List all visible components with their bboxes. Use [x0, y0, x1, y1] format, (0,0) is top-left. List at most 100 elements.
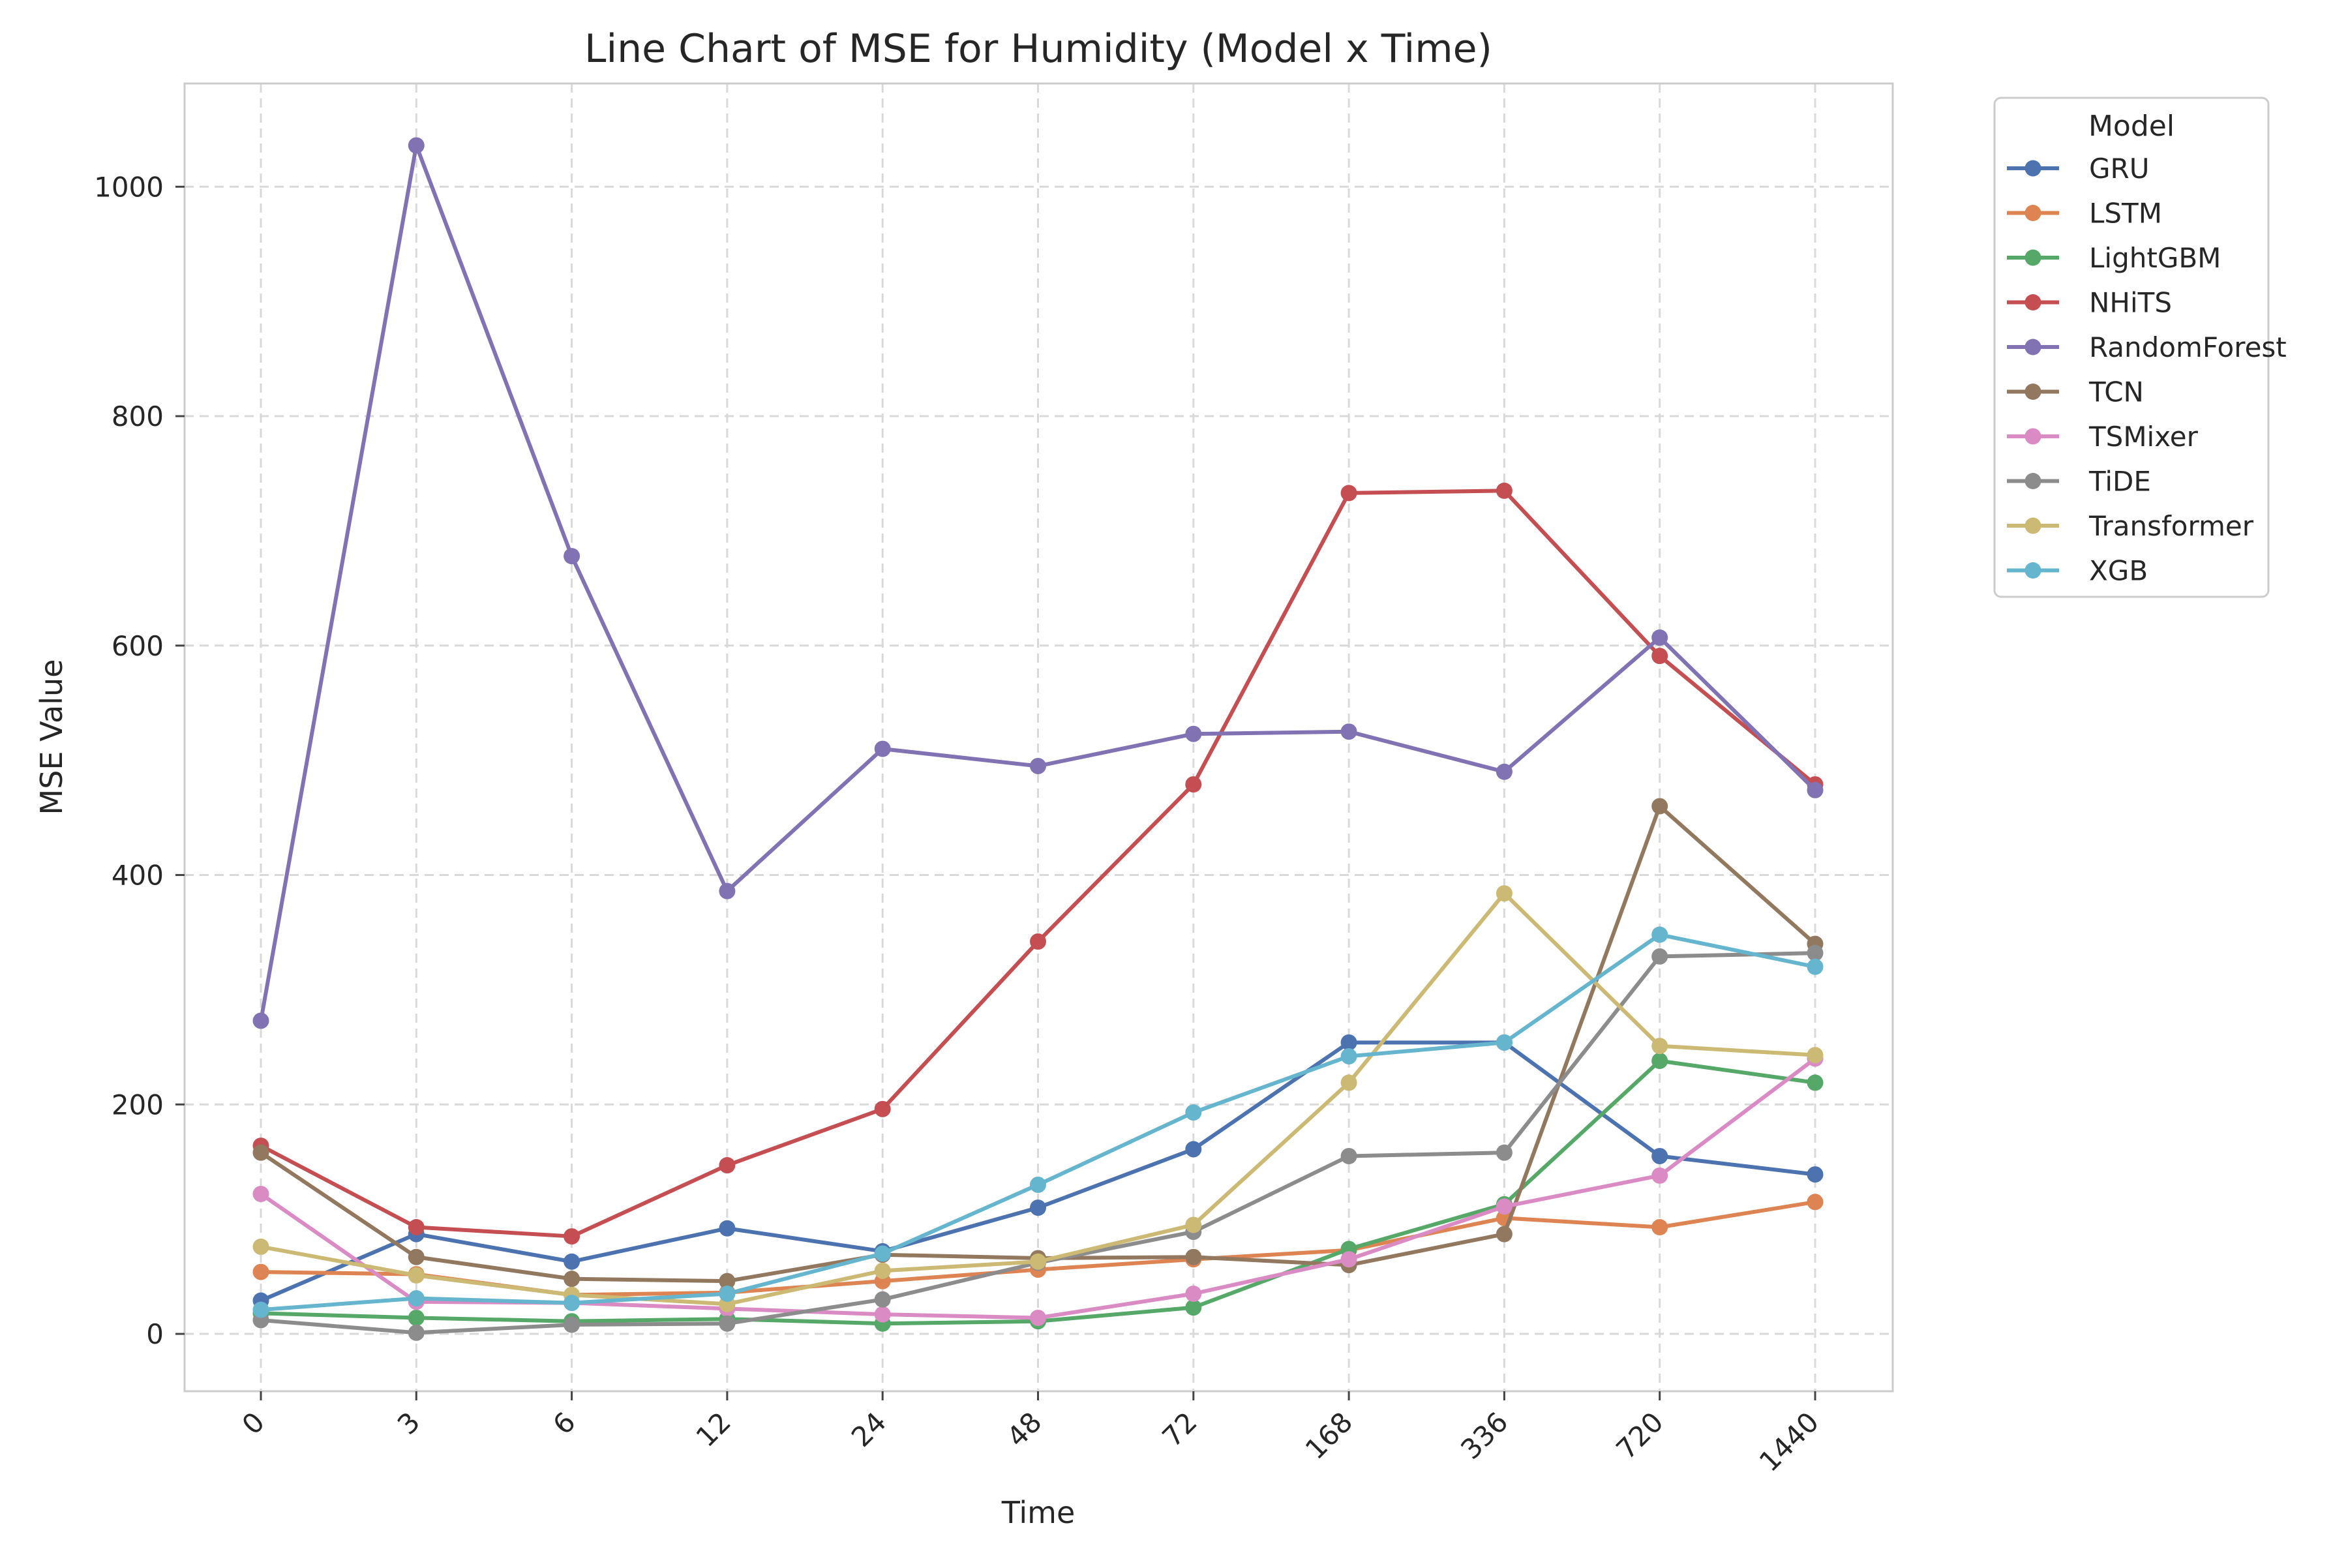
data-point-randomforest	[252, 1012, 269, 1029]
data-point-randomforest	[564, 548, 580, 565]
series-xgb	[252, 926, 1824, 1318]
data-point-randomforest	[1185, 725, 1202, 742]
legend-marker	[2024, 205, 2041, 221]
data-point-transformer	[1030, 1253, 1046, 1270]
data-point-xgb	[1651, 926, 1668, 943]
data-point-tide	[408, 1324, 425, 1341]
data-point-tcn	[1651, 798, 1668, 815]
data-point-xgb	[874, 1245, 891, 1262]
legend-label: XGB	[2089, 555, 2148, 587]
data-point-lstm	[1651, 1218, 1668, 1235]
data-point-lightgbm	[1651, 1052, 1668, 1069]
legend-item-lightgbm: LightGBM	[2007, 242, 2221, 274]
data-point-transformer	[1651, 1038, 1668, 1055]
data-point-randomforest	[408, 137, 425, 154]
data-point-transformer	[1185, 1216, 1202, 1233]
data-point-lightgbm	[408, 1309, 425, 1326]
y-tick-label: 400	[112, 860, 164, 892]
data-point-tsmixer	[1340, 1251, 1357, 1268]
series-randomforest	[252, 137, 1824, 1029]
data-point-tide	[1807, 944, 1824, 961]
data-point-xgb	[252, 1301, 269, 1318]
data-point-gru	[1340, 1034, 1357, 1051]
legend-label: RandomForest	[2089, 331, 2287, 363]
series-nhits	[252, 482, 1824, 1245]
data-point-lstm	[252, 1263, 269, 1280]
data-point-xgb	[1185, 1104, 1202, 1121]
data-point-nhits	[1185, 776, 1202, 793]
legend-marker	[2024, 384, 2041, 400]
data-point-randomforest	[719, 882, 736, 899]
data-point-tide	[564, 1316, 580, 1333]
legend-item-transformer: Transformer	[2007, 510, 2254, 542]
data-point-xgb	[1496, 1034, 1513, 1051]
y-axis-label: MSE Value	[34, 659, 69, 815]
data-point-tsmixer	[1185, 1286, 1202, 1303]
legend-label: NHiTS	[2089, 287, 2172, 319]
legend-label: LSTM	[2089, 198, 2162, 230]
legend: Model GRU LSTM LightGBM NHiTS RandomForest TC…	[1993, 97, 2287, 598]
data-point-gru	[1807, 1166, 1824, 1183]
data-point-nhits	[1496, 482, 1513, 499]
data-point-xgb	[1340, 1048, 1357, 1064]
data-point-tsmixer	[1030, 1309, 1046, 1326]
y-tick-label: 600	[112, 630, 164, 662]
data-point-tsmixer	[1651, 1167, 1668, 1184]
data-point-transformer	[252, 1238, 269, 1255]
data-point-xgb	[1807, 958, 1824, 975]
legend-marker	[2024, 473, 2041, 489]
data-point-nhits	[1651, 648, 1668, 665]
data-point-tide	[1496, 1144, 1513, 1161]
data-point-gru	[1185, 1141, 1202, 1158]
data-point-tsmixer	[1496, 1198, 1513, 1215]
data-point-tide	[1340, 1147, 1357, 1164]
y-tick-label: 200	[112, 1089, 164, 1121]
data-point-randomforest	[1807, 781, 1824, 798]
legend-label: Transformer	[2088, 510, 2254, 542]
legend-title: Model	[2088, 110, 2175, 143]
data-point-tcn	[1496, 1226, 1513, 1243]
data-point-tide	[1651, 948, 1668, 965]
data-point-nhits	[874, 1100, 891, 1117]
series-lines	[252, 137, 1824, 1341]
data-point-tsmixer	[252, 1185, 269, 1202]
data-point-tide	[719, 1315, 736, 1332]
legend-marker	[2024, 562, 2041, 579]
y-tick-label: 0	[146, 1318, 164, 1350]
data-point-tsmixer	[874, 1306, 891, 1323]
data-point-transformer	[874, 1262, 891, 1279]
data-point-lstm	[1807, 1194, 1824, 1211]
data-point-lightgbm	[1185, 1299, 1202, 1316]
data-point-gru	[719, 1220, 736, 1237]
data-point-randomforest	[1030, 757, 1046, 774]
data-point-tcn	[564, 1271, 580, 1288]
data-point-randomforest	[1496, 763, 1513, 780]
data-point-tcn	[408, 1248, 425, 1265]
data-point-nhits	[1340, 485, 1357, 502]
legend-marker	[2024, 339, 2041, 355]
data-point-tcn	[252, 1144, 269, 1161]
data-point-gru	[564, 1253, 580, 1270]
legend-item-xgb: XGB	[2007, 555, 2148, 587]
data-point-randomforest	[1651, 629, 1668, 646]
legend-item-tide: TiDE	[2007, 466, 2151, 498]
legend-marker	[2024, 517, 2041, 534]
data-point-lightgbm	[1807, 1074, 1824, 1091]
data-point-transformer	[408, 1267, 425, 1284]
legend-item-tcn: TCN	[2007, 376, 2144, 408]
chart-title: Line Chart of MSE for Humidity (Model x …	[584, 26, 1492, 72]
y-tick-label: 1000	[94, 171, 164, 203]
data-point-gru	[1030, 1199, 1046, 1216]
legend-box	[1993, 97, 2270, 598]
data-point-tcn	[1185, 1248, 1202, 1265]
data-point-transformer	[1340, 1074, 1357, 1091]
data-point-nhits	[719, 1157, 736, 1174]
legend-label: TSMixer	[2088, 421, 2199, 453]
legend-item-nhits: NHiTS	[2007, 287, 2172, 319]
data-point-randomforest	[1340, 723, 1357, 740]
data-point-nhits	[564, 1228, 580, 1245]
y-tick-label: 800	[112, 400, 164, 432]
